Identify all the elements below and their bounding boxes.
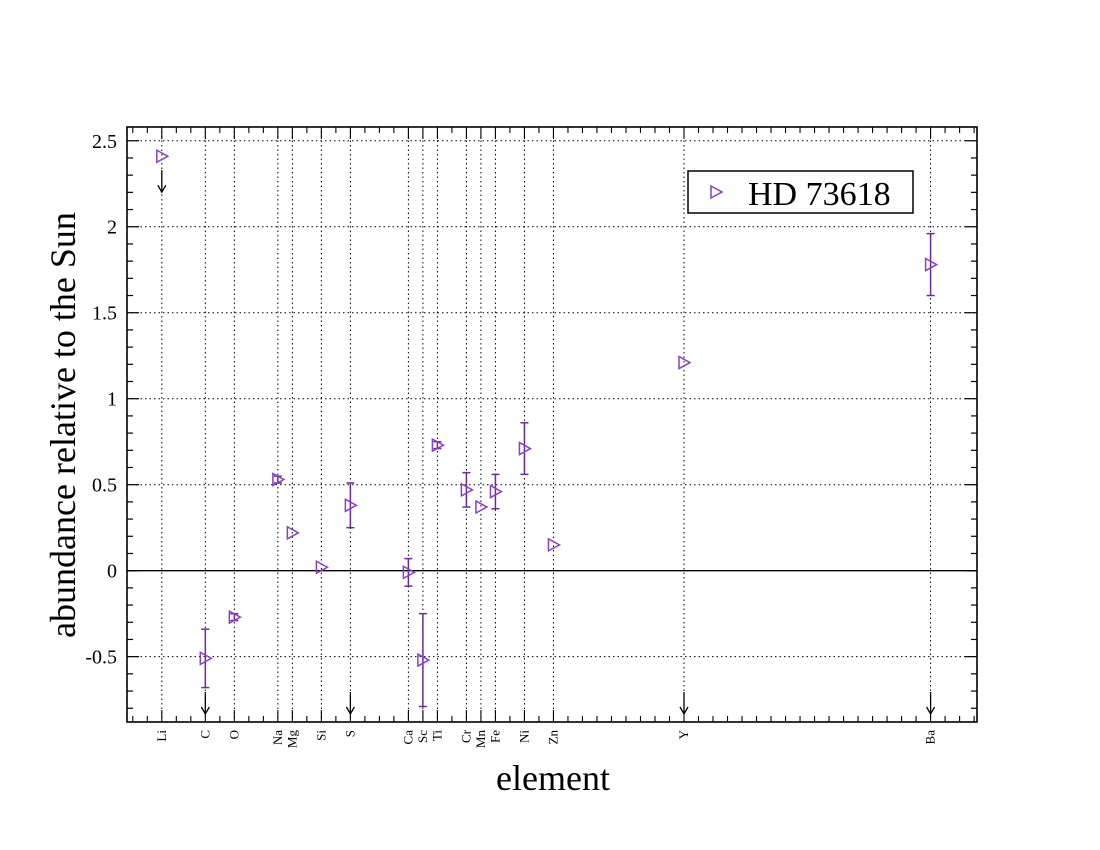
y-tick-label: 2 — [107, 217, 117, 239]
x-axis-title: element — [496, 758, 610, 798]
axis-arrow-ba-head — [926, 706, 936, 716]
x-element-label: Ba — [923, 730, 938, 745]
y-tick-label: 0.5 — [92, 475, 117, 497]
data-point-si — [315, 559, 329, 575]
data-point-y — [678, 355, 692, 370]
x-element-label: Ti — [429, 730, 444, 741]
x-element-label: Mg — [284, 730, 299, 749]
x-element-label: S — [342, 730, 357, 737]
data-points — [156, 148, 939, 716]
data-point-fe — [489, 484, 503, 499]
x-element-label: Si — [313, 730, 328, 741]
data-point-mn — [475, 499, 489, 515]
data-point-sc — [417, 652, 431, 668]
data-point-ti — [431, 437, 445, 453]
legend-entry-label: HD 73618 — [748, 176, 891, 213]
legend-box — [687, 170, 914, 214]
data-point-zn — [547, 537, 562, 553]
x-element-label: Ni — [516, 730, 531, 743]
x-element-label: Zn — [545, 730, 560, 745]
axis-ticks — [127, 127, 977, 722]
x-element-label: C — [197, 730, 212, 739]
x-element-label: Sc — [415, 730, 430, 743]
legend-marker-triangle-icon — [710, 184, 724, 200]
x-element-label: Fe — [487, 730, 502, 743]
y-tick-label: -0.5 — [85, 647, 117, 669]
x-element-label: Ca — [400, 730, 415, 745]
y-tick-label: 0 — [107, 561, 117, 583]
data-point-na — [272, 472, 286, 487]
data-point-s — [344, 498, 358, 513]
axis-arrow-c-head — [200, 706, 210, 716]
data-point-li — [156, 148, 170, 164]
x-element-label: Li — [154, 730, 169, 742]
axis-arrow-y-head — [679, 706, 689, 716]
y-tick-label: 1.5 — [92, 303, 117, 325]
x-element-label: O — [226, 730, 241, 739]
plot-frame — [126, 126, 978, 723]
y-tick-labels: -0.5 0 0.5 1 1.5 2 2.5 — [85, 131, 117, 669]
y-tick-label: 2.5 — [92, 131, 117, 153]
data-point-cr — [460, 482, 474, 498]
axis-arrow-s-head — [345, 706, 355, 716]
y-tick-label: 1 — [107, 389, 117, 411]
y-axis-title: abundance relative to the Sun — [43, 212, 83, 638]
data-point-ni — [518, 441, 533, 456]
upper-limit-arrow-li-head — [157, 184, 167, 194]
x-element-label: Na — [270, 730, 285, 745]
x-element-label: Y — [676, 729, 691, 739]
x-element-label: Mn — [473, 730, 488, 749]
x-element-labels: Li C O Na Mg Si S Ca Sc Ti Cr Mn Fe Ni Zn Y Ba — [154, 729, 938, 748]
data-point-c — [199, 651, 213, 666]
data-point-mg — [286, 525, 300, 541]
data-point-ba — [924, 257, 939, 272]
x-element-label: Cr — [458, 729, 473, 743]
data-point-o — [228, 609, 242, 625]
data-point-ca — [402, 565, 416, 580]
legend: HD 73618 — [687, 170, 914, 214]
